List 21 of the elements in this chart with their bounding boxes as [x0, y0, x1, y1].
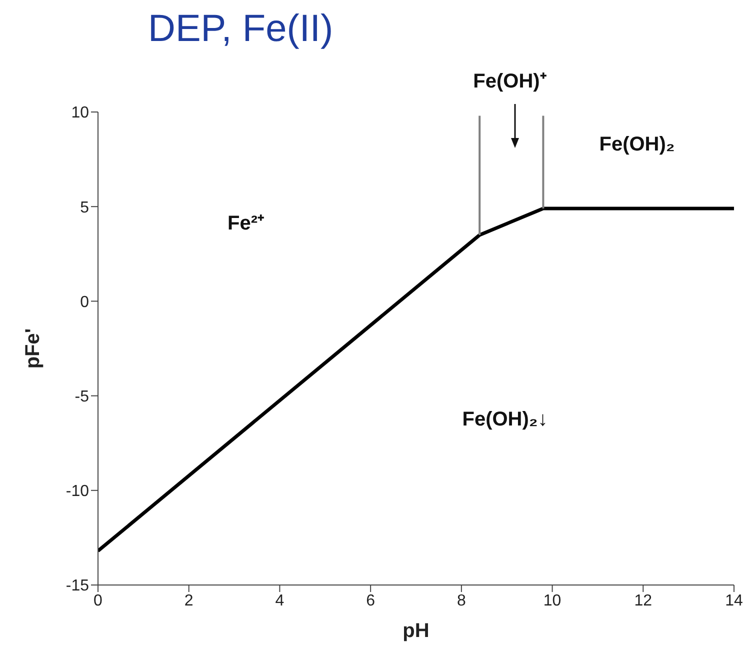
x-axis-title: pH: [402, 620, 430, 642]
x-tick-label: 14: [725, 592, 743, 610]
y-tick-label: -10: [66, 483, 90, 500]
x-tick-label: 2: [184, 592, 194, 610]
x-tick-label: 0: [94, 592, 103, 610]
y-axis-title: pFe': [22, 328, 44, 369]
annotation: Fe(OH)₂: [599, 134, 675, 156]
y-tick-label: -15: [66, 578, 90, 595]
x-tick-label: 8: [456, 592, 466, 610]
x-tick-label: 4: [275, 592, 284, 610]
x-tick-label: 6: [366, 592, 376, 610]
text: Fe(OH)⁺: [473, 70, 547, 94]
y-tick-label: 5: [80, 199, 90, 216]
y-tick-label: 0: [80, 294, 90, 311]
annotation: Fe(OH)₂↓: [462, 408, 548, 432]
x-tick-label: 12: [634, 592, 652, 610]
annotation: Fe²⁺: [228, 212, 264, 236]
chart-title: DEP, Fe(II): [148, 8, 334, 51]
y-tick-label: 10: [71, 104, 90, 122]
y-tick-label: -5: [74, 388, 90, 406]
x-tick-label: 10: [543, 592, 562, 610]
